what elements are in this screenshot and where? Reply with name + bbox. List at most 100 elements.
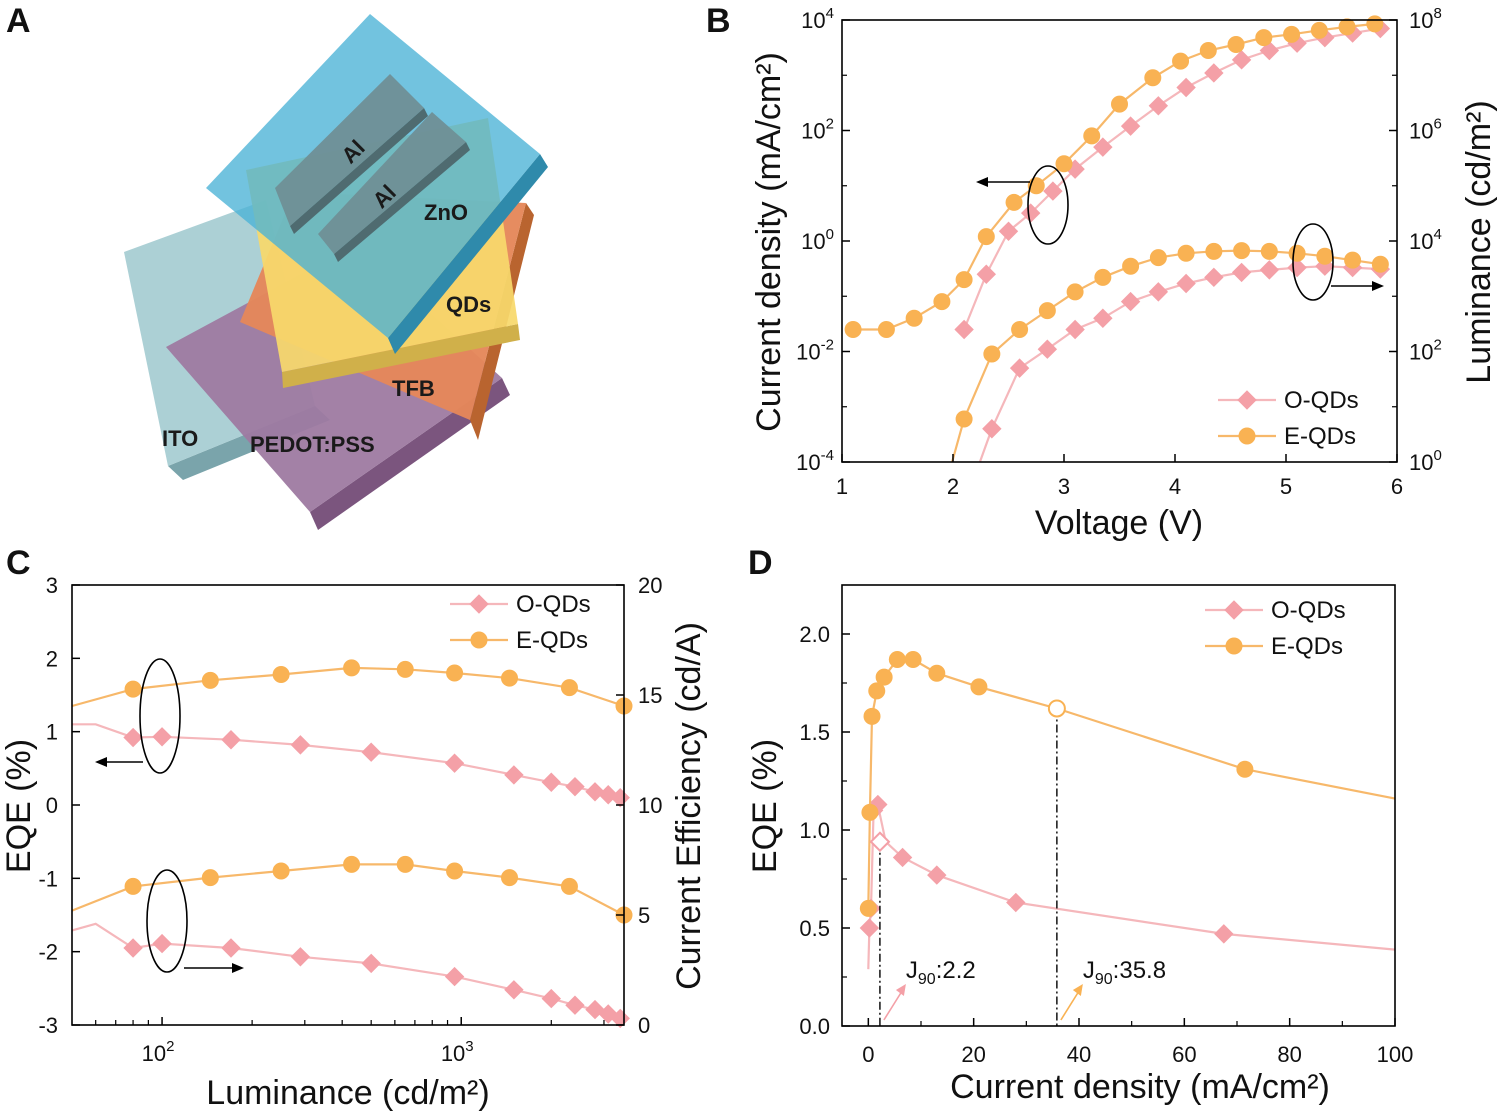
panel-b-point-0-0 — [954, 319, 974, 340]
panel-d-j90-label-sub: 90 — [1095, 971, 1113, 988]
panel-c-point-3-7 — [501, 869, 519, 887]
panel-b-point-0-10 — [1204, 63, 1224, 83]
panel-d-y-tick-label: 2.0 — [799, 622, 830, 647]
panel-c-y-tick-label: -2 — [38, 940, 58, 965]
panel-b-legend-marker-0 — [1237, 390, 1257, 410]
panel-d-j90-label-1: J90:35.8 — [1083, 957, 1166, 988]
panel-b-point-2-2 — [1037, 339, 1058, 359]
panel-b-point-2-7 — [1176, 273, 1196, 294]
panel-b-right-tick-label-base: 10 — [1409, 450, 1433, 475]
panel-c-point-3-8 — [560, 877, 578, 895]
panel-b-y-tick-label: 102 — [801, 116, 834, 144]
panel-b-right-tick-label-base: 10 — [1409, 340, 1433, 365]
panel-b-right-arrowhead — [1372, 281, 1384, 291]
panel-b-right-tick-label-exp: 6 — [1433, 116, 1441, 133]
panel-b-point-2-4 — [1093, 308, 1113, 328]
panel-d-point-0-7 — [927, 865, 947, 885]
panel-d-frame — [841, 584, 1396, 1027]
panel-d-point-0-1 — [859, 918, 880, 938]
panel-c-right-tick-label: 0 — [638, 1013, 650, 1038]
panel-b-y-tick-label-exp: 4 — [826, 5, 834, 22]
panel-b-point-0-7 — [1120, 116, 1141, 136]
panel-b-point-1-6 — [1005, 193, 1023, 211]
panel-b-plot — [844, 15, 1391, 463]
panel-c-series-line-1 — [71, 666, 625, 708]
panel-b-point-3-14 — [1344, 251, 1362, 269]
panel-c-point-2-6 — [361, 953, 381, 974]
panel-b-right-tick-label-exp: 2 — [1433, 337, 1441, 354]
panel-c-point-1-7 — [501, 669, 519, 687]
panel-c-point-3-6 — [446, 862, 464, 880]
panel-d-point-1-5 — [888, 650, 906, 668]
panel-c-point-3-3 — [272, 862, 290, 880]
panel-b-point-3-1 — [983, 345, 1001, 363]
panel-b-x-tick-label: 2 — [947, 474, 959, 499]
panel-d-j90-arrowhead-0 — [895, 984, 906, 996]
panel-c-point-3-2 — [201, 869, 219, 887]
panel-c-point-2-8 — [504, 980, 524, 1000]
panel-d-j90-label-j: J — [906, 957, 918, 984]
panel-b-point-3-9 — [1205, 242, 1223, 260]
al-electrode-1-side — [290, 108, 428, 234]
panel-b-legend-label-1: E-QDs — [1284, 423, 1356, 450]
panel-d-series-line-0 — [867, 801, 1396, 970]
panel-d-point-1-7 — [928, 664, 946, 682]
panel-d-point-1-1 — [861, 803, 879, 821]
panel-d-j90-label-0: J90:2.2 — [906, 957, 976, 988]
panel-d-series-line-1 — [867, 658, 1396, 909]
panel-c-y-tick-label: 2 — [46, 646, 58, 671]
panel-c-point-2-10 — [565, 995, 585, 1015]
panel-d-j90-arrowhead-1 — [1072, 984, 1083, 996]
panel-d-y-tick-label: 1.5 — [799, 720, 830, 745]
qds-label: QDs — [446, 292, 491, 317]
panel-b-x-tick-label: 4 — [1169, 474, 1181, 499]
panel-b-y-axis-label: Current density (mA/cm²) — [750, 52, 788, 432]
panel-c-right-axis-label: Current Efficiency (cd/A) — [670, 622, 708, 990]
panel-b-y-tick-label-base: 10 — [801, 8, 825, 33]
panel-c-point-2-9 — [541, 988, 561, 1009]
panel-c-y-axis-label: EQE (%) — [0, 739, 38, 873]
panel-b-point-1-16 — [1283, 25, 1301, 43]
zno-label: ZnO — [424, 200, 468, 225]
panel-d-ticks: 0 20 40 60 80 100 0.0 0.5 1.0 1.5 2.0 — [799, 622, 1413, 1067]
panel-b-point-2-3 — [1065, 319, 1085, 340]
panel-b-y-tick-label: 10-2 — [796, 337, 834, 365]
panel-c-right-tick-label: 15 — [638, 683, 662, 708]
panel-c-point-0-11 — [585, 782, 605, 802]
panel-d-point-1-4 — [875, 668, 893, 686]
panel-d-j90-label-sub: 90 — [918, 971, 936, 988]
panel-b-point-1-2 — [905, 309, 923, 327]
pedot-layer-side — [310, 378, 510, 530]
panel-b-point-3-0 — [955, 410, 973, 428]
panel-c-x-tick-label: 102 — [142, 1038, 175, 1066]
panel-b-y-tick-label-exp: 2 — [826, 116, 834, 133]
panel-b-x-tick-label: 3 — [1058, 474, 1070, 499]
panel-b-point-1-17 — [1310, 21, 1328, 39]
panel-b-right-tick-label-base: 10 — [1409, 8, 1433, 33]
panel-b-point-2-1 — [1009, 358, 1030, 378]
panel-d-x-tick-label: 80 — [1277, 1042, 1301, 1067]
panel-b-right-tick-label: 108 — [1409, 5, 1442, 33]
panel-c-point-0-3 — [152, 727, 172, 747]
panel-c-point-3-4 — [343, 855, 361, 873]
panel-b-y-tick-label: 10-4 — [796, 447, 834, 475]
panel-c-point-1-3 — [272, 665, 290, 683]
panel-letter-d: D — [748, 544, 773, 582]
panel-d-legend-label-0: O-QDs — [1271, 597, 1346, 624]
panel-b-point-3-7 — [1149, 249, 1167, 267]
panel-b-point-1-11 — [1144, 69, 1162, 87]
panel-c-point-0-4 — [221, 730, 241, 750]
panel-b-point-1-14 — [1227, 36, 1245, 54]
panel-b-y-tick-label: 104 — [801, 5, 834, 33]
panel-b-right-tick-label: 106 — [1409, 116, 1442, 144]
panel-c-legend-marker-1 — [470, 631, 488, 649]
panel-b-left-arrowhead — [976, 177, 988, 187]
panel-b-point-1-0 — [844, 321, 862, 339]
panel-b-right-tick-label: 104 — [1409, 226, 1442, 254]
panel-c-point-1-6 — [446, 664, 464, 682]
panel-c-point-1-1 — [124, 680, 142, 698]
panel-b-point-0-4 — [1043, 181, 1063, 201]
qds-layer-side — [282, 324, 520, 388]
panel-d-legend: O-QDs E-QDs — [1205, 597, 1346, 660]
